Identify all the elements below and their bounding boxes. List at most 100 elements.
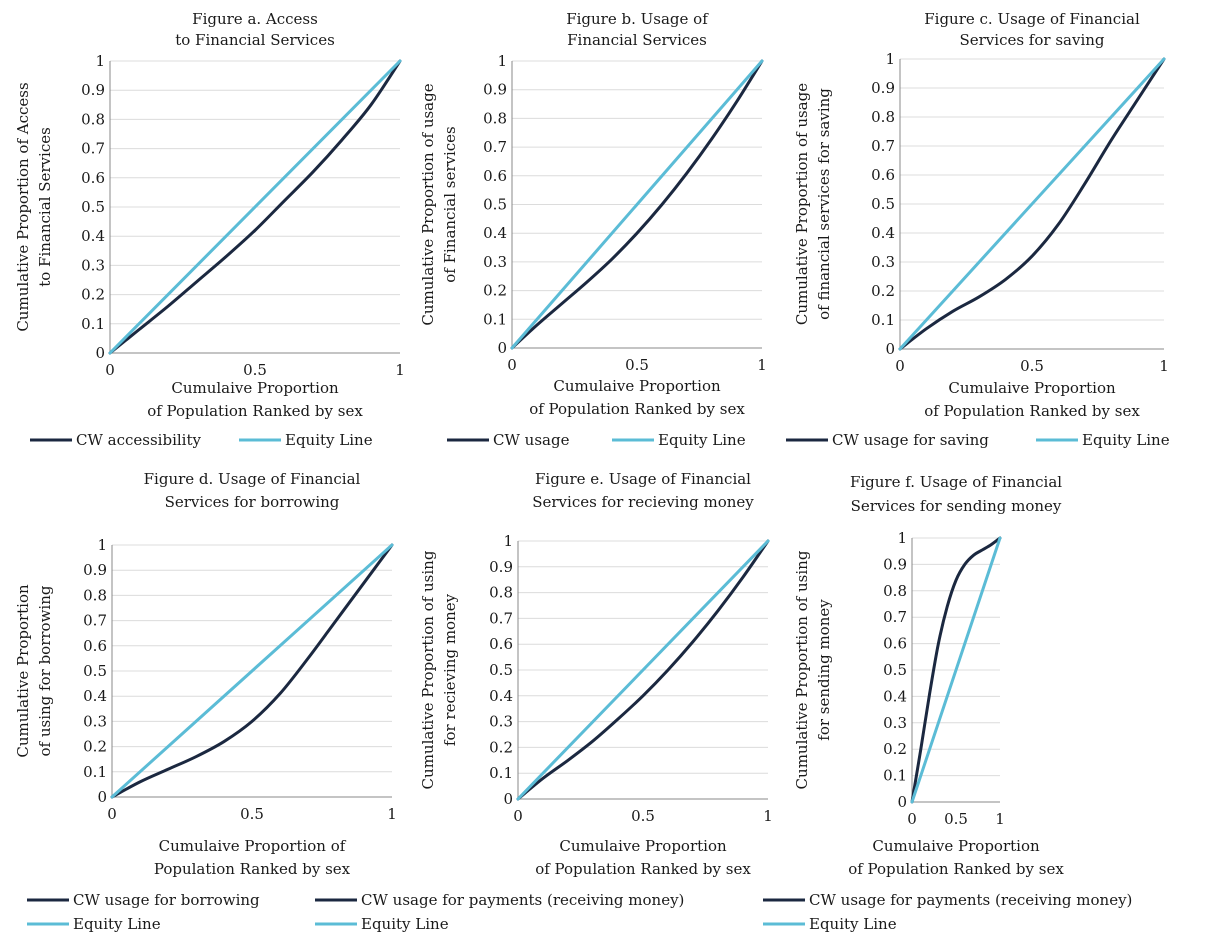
legend-label: Equity Line [809, 915, 897, 933]
cw-series-line [510, 59, 764, 350]
chart-title-line: Figure b. Usage of [566, 10, 709, 28]
x-tick-label: 0 [105, 361, 115, 379]
y-tick-label: 0.5 [81, 198, 105, 216]
x-axis-title: of Population Ranked by sex [147, 402, 363, 420]
x-axis-title: Cumulaive Proportion [171, 379, 339, 397]
x-tick-label: 0 [107, 805, 117, 823]
y-tick-label: 0.1 [871, 311, 895, 329]
y-tick-label: 0.8 [871, 108, 895, 126]
x-tick-label: 1 [763, 807, 773, 825]
chart-title-line: Figure d. Usage of Financial [144, 470, 361, 488]
y-tick-label: 0.7 [483, 138, 507, 156]
y-tick-label: 0.2 [883, 740, 907, 758]
legend-label: Equity Line [285, 431, 373, 449]
chart-title-line: Financial Services [567, 31, 707, 49]
y-tick-label: 0.3 [83, 712, 107, 730]
chart-title-line: to Financial Services [175, 31, 335, 49]
x-axis-title: Cumulaive Proportion [553, 377, 721, 395]
cw-series-line [910, 536, 1002, 804]
chart-panel-e: Figure e. Usage of Financial Services for… [315, 470, 773, 933]
y-tick-label: 0.5 [883, 661, 907, 679]
legend-label: Equity Line [361, 915, 449, 933]
y-tick-label: 0.4 [489, 687, 513, 705]
x-axis-title: of Population Ranked by sex [848, 860, 1064, 878]
x-tick-label: 0.5 [240, 805, 264, 823]
y-tick-label: 0.8 [883, 582, 907, 600]
y-tick-label: 0.8 [81, 110, 105, 128]
legend-label: CW usage [493, 431, 570, 449]
y-axis-title: to Financial Services [36, 127, 54, 287]
chart-title-line: Services for saving [959, 31, 1104, 49]
cw-series-line [516, 539, 770, 801]
chart-panel-a: Figure a. Access to Financial Services 0 0.… [14, 10, 405, 449]
x-tick-label: 0 [907, 810, 917, 828]
legend-label: Equity Line [73, 915, 161, 933]
x-tick-label: 0.5 [625, 356, 649, 374]
x-axis-title: Cumulaive Proportion [948, 379, 1116, 397]
y-tick-label: 0.4 [81, 227, 105, 245]
x-tick-label: 0.5 [243, 361, 267, 379]
y-tick-label: 0.1 [83, 763, 107, 781]
y-tick-label: 0.5 [489, 661, 513, 679]
x-axis-title: of Population Ranked by sex [529, 400, 745, 418]
chart-title-line: Services for sending money [851, 497, 1062, 515]
y-tick-label: 0.2 [871, 282, 895, 300]
y-axis-title: of financial services for saving [815, 88, 833, 320]
y-axis-title: for recieving money [441, 593, 459, 746]
y-tick-label: 0.2 [83, 738, 107, 756]
y-tick-label: 0 [497, 339, 507, 357]
y-tick-label: 0.5 [483, 196, 507, 214]
y-axis-title: of using for borrowing [36, 585, 54, 756]
equity-series-line [898, 57, 1166, 351]
legend-label: CW usage for saving [832, 431, 989, 449]
y-tick-label: 0.6 [83, 637, 107, 655]
x-tick-label: 0 [507, 356, 517, 374]
legend-label: Equity Line [1082, 431, 1170, 449]
legend-label: CW usage for payments (receiving money) [809, 891, 1132, 909]
y-tick-label: 0 [97, 788, 107, 806]
equity-series-line [108, 59, 402, 355]
y-tick-label: 0.5 [871, 195, 895, 213]
y-tick-label: 0.6 [871, 166, 895, 184]
chart-title-line: Figure a. Access [192, 10, 318, 28]
y-tick-label: 1 [497, 52, 507, 70]
y-tick-label: 0.2 [81, 286, 105, 304]
y-axis-title: Cumulative Proportion of using [419, 550, 437, 789]
y-axis-title: Cumulative Proportion of usage [793, 83, 811, 325]
y-tick-label: 0.9 [871, 79, 895, 97]
y-tick-label: 0.2 [483, 282, 507, 300]
y-tick-label: 0.9 [489, 558, 513, 576]
y-tick-label: 1 [95, 52, 105, 70]
y-axis-title: Cumulative Proportion [14, 584, 32, 758]
chart-panel-b: Figure b. Usage of Financial Services 0 0.1… [419, 10, 767, 449]
y-tick-label: 0.4 [483, 224, 507, 242]
y-tick-label: 0.2 [489, 738, 513, 756]
y-tick-label: 0.3 [483, 253, 507, 271]
chart-title-line: Figure f. Usage of Financial [850, 473, 1062, 491]
y-tick-label: 0.1 [483, 310, 507, 328]
y-tick-label: 0.6 [483, 167, 507, 185]
y-tick-label: 0 [95, 344, 105, 362]
y-axis-title: for sending money [815, 599, 833, 741]
legend-label: CW accessibility [76, 431, 201, 449]
x-axis-title: Cumulaive Proportion [559, 837, 727, 855]
y-tick-label: 0 [897, 793, 907, 811]
y-tick-label: 0.6 [883, 635, 907, 653]
equity-series-line [510, 59, 764, 350]
cw-series-line [110, 543, 394, 799]
legend-label: Equity Line [658, 431, 746, 449]
x-tick-label: 1 [395, 361, 405, 379]
x-axis-title: Cumulaive Proportion [872, 837, 1040, 855]
y-tick-label: 0.3 [871, 253, 895, 271]
y-tick-label: 0.6 [489, 635, 513, 653]
chart-title-line: Figure e. Usage of Financial [535, 470, 751, 488]
y-tick-label: 0.7 [883, 608, 907, 626]
equity-series-line [110, 543, 394, 799]
x-axis-title: Cumulaive Proportion of [159, 837, 347, 855]
cw-series-line [108, 59, 402, 355]
chart-title-line: Figure c. Usage of Financial [924, 10, 1140, 28]
y-tick-label: 0.3 [489, 713, 513, 731]
x-axis-title: of Population Ranked by sex [924, 402, 1140, 420]
y-tick-label: 0.3 [81, 256, 105, 274]
y-tick-label: 1 [503, 532, 513, 550]
